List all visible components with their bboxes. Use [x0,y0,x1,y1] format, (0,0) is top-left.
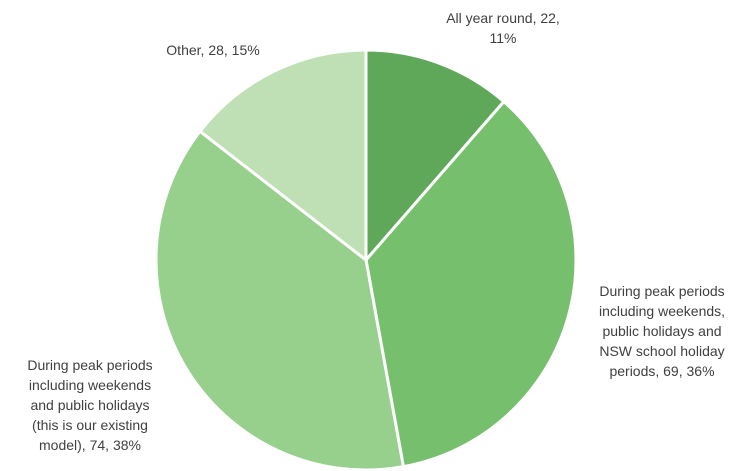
data-label-peak-with-school-holidays: During peak periods including weekends, … [598,283,726,379]
data-label-all-year-round: All year round, 22, 11% [446,10,560,46]
slice-all-year-round [364,48,506,262]
pie-slices [154,48,578,471]
data-label-peak-existing-model: During peak periods including weekends a… [27,357,153,453]
slice-peak-with-school-holidays [364,100,578,469]
data-label-other: Other, 28, 15% [166,42,260,58]
slice-peak-existing-model [154,129,405,471]
slice-other [198,48,368,262]
